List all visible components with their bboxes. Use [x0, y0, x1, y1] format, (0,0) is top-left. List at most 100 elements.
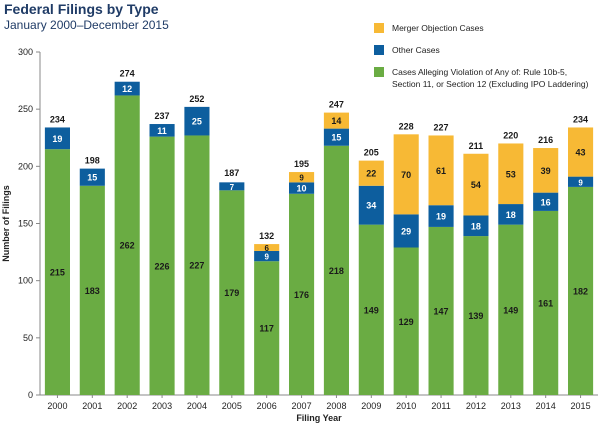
bar-segment-other	[323, 128, 349, 146]
bar-segment-primary	[323, 145, 349, 395]
y-tick-label: 0	[28, 390, 33, 400]
total-label: 220	[503, 130, 518, 140]
legend-label: Section 11, or Section 12 (Excluding IPO…	[392, 79, 589, 89]
chart-subtitle: January 2000–December 2015	[4, 18, 169, 32]
bar-segment-other	[393, 214, 419, 248]
x-tick-label: 2009	[361, 401, 381, 411]
x-tick-label: 2007	[292, 401, 312, 411]
data-label: 34	[366, 201, 376, 211]
data-label: 9	[264, 253, 269, 262]
chart-title: Federal Filings by Type	[4, 1, 159, 17]
bar-segment-other	[149, 124, 175, 137]
bar-segment-other	[254, 250, 280, 262]
bar-segment-other	[358, 185, 384, 225]
data-label: 179	[224, 288, 239, 298]
bar-segment-merger	[289, 172, 315, 183]
legend-swatch	[374, 67, 384, 77]
data-label: 12	[122, 84, 132, 94]
data-label: 226	[155, 261, 170, 271]
data-label: 15	[87, 173, 97, 183]
y-tick-label: 300	[18, 47, 33, 57]
bar-segment-other	[79, 168, 105, 186]
total-label: 211	[469, 141, 484, 151]
x-axis-label: Filing Year	[296, 413, 342, 423]
data-label: 149	[364, 305, 379, 315]
total-label: 227	[434, 122, 449, 132]
total-label: 274	[120, 69, 135, 79]
data-label: 7	[230, 183, 235, 192]
bar-segment-merger	[393, 134, 419, 215]
data-label: 43	[576, 148, 586, 158]
x-tick-label: 2008	[326, 401, 346, 411]
data-label: 117	[259, 324, 274, 334]
bar-segment-merger	[498, 143, 524, 205]
bar-segment-primary	[254, 261, 280, 395]
legend-label: Cases Alleging Violation of Any of: Rule…	[392, 67, 568, 77]
x-tick-label: 2001	[82, 401, 102, 411]
bar-segment-other	[428, 205, 454, 227]
x-tick-label: 2013	[501, 401, 521, 411]
x-tick-label: 2012	[466, 401, 486, 411]
bar-segment-primary	[358, 224, 384, 395]
bar-segment-other	[463, 215, 489, 237]
bar-segment-merger	[533, 148, 559, 193]
y-tick-label: 100	[18, 276, 33, 286]
data-label: 25	[192, 117, 202, 127]
x-tick-label: 2000	[47, 401, 67, 411]
legend: Merger Objection Cases Other Cases Cases A…	[374, 22, 600, 100]
x-tick-label: 2003	[152, 401, 172, 411]
data-label: 262	[120, 241, 135, 251]
data-label: 139	[468, 311, 483, 321]
data-label: 29	[401, 226, 411, 236]
bar-segment-merger	[323, 112, 349, 129]
bar-segment-primary	[498, 224, 524, 395]
x-tick-label: 2014	[536, 401, 556, 411]
x-tick-label: 2011	[431, 401, 450, 411]
bar-segment-primary	[463, 236, 489, 395]
data-label: 176	[294, 290, 309, 300]
y-tick-label: 50	[23, 333, 33, 343]
data-label: 10	[297, 184, 307, 194]
y-tick-label: 200	[18, 161, 33, 171]
total-label: 195	[294, 159, 309, 169]
bar-segment-primary	[568, 186, 594, 395]
bar-segment-primary	[149, 136, 175, 395]
bar-segment-other	[44, 127, 70, 150]
x-tick-label: 2005	[222, 401, 242, 411]
bar-segment-other	[289, 182, 315, 194]
total-label: 198	[85, 156, 100, 166]
total-label: 205	[364, 148, 379, 158]
data-label: 215	[50, 268, 65, 278]
data-label: 6	[264, 244, 269, 253]
y-tick-label: 250	[18, 104, 33, 114]
data-label: 54	[471, 180, 481, 190]
y-axis-label: Number of Filings	[1, 185, 11, 262]
data-label: 19	[436, 212, 446, 222]
data-label: 18	[471, 221, 481, 231]
data-label: 14	[331, 116, 341, 126]
data-label: 22	[366, 169, 376, 179]
data-label: 227	[189, 261, 204, 271]
data-label: 11	[157, 126, 167, 136]
bar-segment-merger	[463, 153, 489, 216]
bar-segment-other	[184, 106, 210, 136]
bar-segment-other	[533, 192, 559, 211]
x-tick-label: 2006	[257, 401, 277, 411]
data-label: 9	[578, 178, 583, 187]
legend-swatch	[374, 23, 384, 33]
x-tick-label: 2004	[187, 401, 207, 411]
data-label: 182	[573, 286, 588, 296]
data-label: 16	[541, 197, 551, 207]
total-label: 247	[329, 100, 344, 110]
total-label: 216	[538, 135, 553, 145]
bar-segment-other	[568, 176, 594, 187]
data-label: 218	[329, 266, 344, 276]
data-label: 61	[436, 166, 446, 176]
legend-item: Cases Alleging Violation of Any of: Rule…	[374, 66, 600, 90]
data-label: 149	[503, 305, 518, 315]
bar-segment-primary	[184, 135, 210, 396]
bar-segment-merger	[358, 160, 384, 186]
bar-segment-primary	[428, 226, 454, 395]
bar-segment-primary	[219, 190, 245, 395]
data-label: 129	[399, 317, 414, 327]
